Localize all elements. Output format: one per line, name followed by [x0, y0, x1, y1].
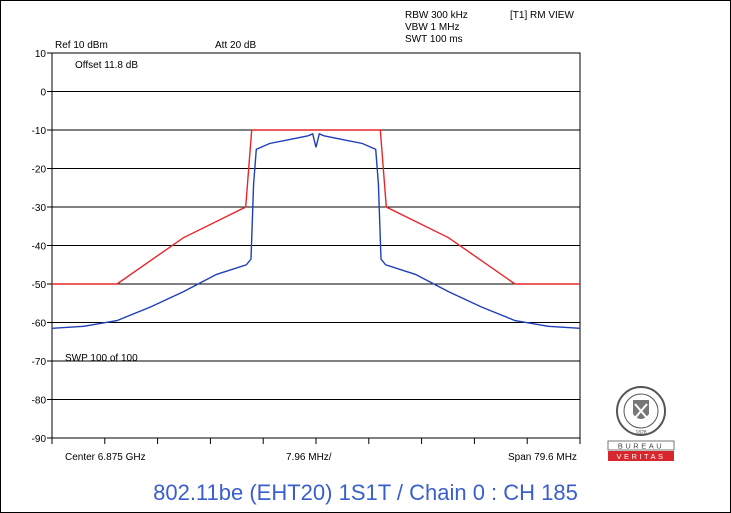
y-tick-label: 10: [35, 49, 47, 60]
measured-trace-line: [51, 132, 581, 329]
y-tick-label: -40: [32, 242, 47, 253]
y-tick-label: -80: [32, 396, 47, 407]
ref-level-label: Ref 10 dBm: [55, 40, 108, 51]
x-tick-marks: [51, 438, 581, 444]
y-tick-labels: 10 0 -10 -20 -30 -40 -50 -60 -70 -80 -90: [32, 49, 47, 445]
sweep-count-label: SWP 100 of 100: [65, 353, 138, 364]
offset-label: Offset 11.8 dB: [75, 60, 139, 71]
logo-bottom-text: VERITAS: [616, 452, 665, 461]
trace-mode-label: [T1] RM VIEW: [510, 10, 574, 21]
grid: [47, 52, 581, 439]
logo-year: 1828: [635, 430, 646, 436]
freq-per-div-label: 7.96 MHz/: [286, 452, 332, 463]
y-tick-label: -70: [32, 357, 47, 368]
limit-mask-line: [52, 129, 580, 285]
bureau-veritas-logo: 1828 BUREAU VERITAS: [607, 386, 675, 461]
span-label: Span 79.6 MHz: [508, 452, 577, 463]
y-tick-label: -30: [32, 203, 47, 214]
attenuation-label: Att 20 dB: [215, 40, 257, 51]
center-freq-label: Center 6.875 GHz: [65, 452, 146, 463]
y-tick-label: -10: [32, 126, 47, 137]
traces: [51, 129, 581, 329]
logo-top-text: BUREAU: [618, 442, 664, 451]
y-tick-label: -50: [32, 280, 47, 291]
swt-label: SWT 100 ms: [405, 34, 463, 45]
rbw-label: RBW 300 kHz: [405, 10, 468, 21]
y-tick-label: -20: [32, 165, 47, 176]
y-tick-label: 0: [40, 88, 46, 99]
vbw-label: VBW 1 MHz: [405, 22, 460, 33]
y-tick-label: -90: [32, 434, 47, 445]
caption: 802.11be (EHT20) 1S1T / Chain 0 : CH 185: [153, 480, 578, 505]
y-tick-label: -60: [32, 319, 47, 330]
